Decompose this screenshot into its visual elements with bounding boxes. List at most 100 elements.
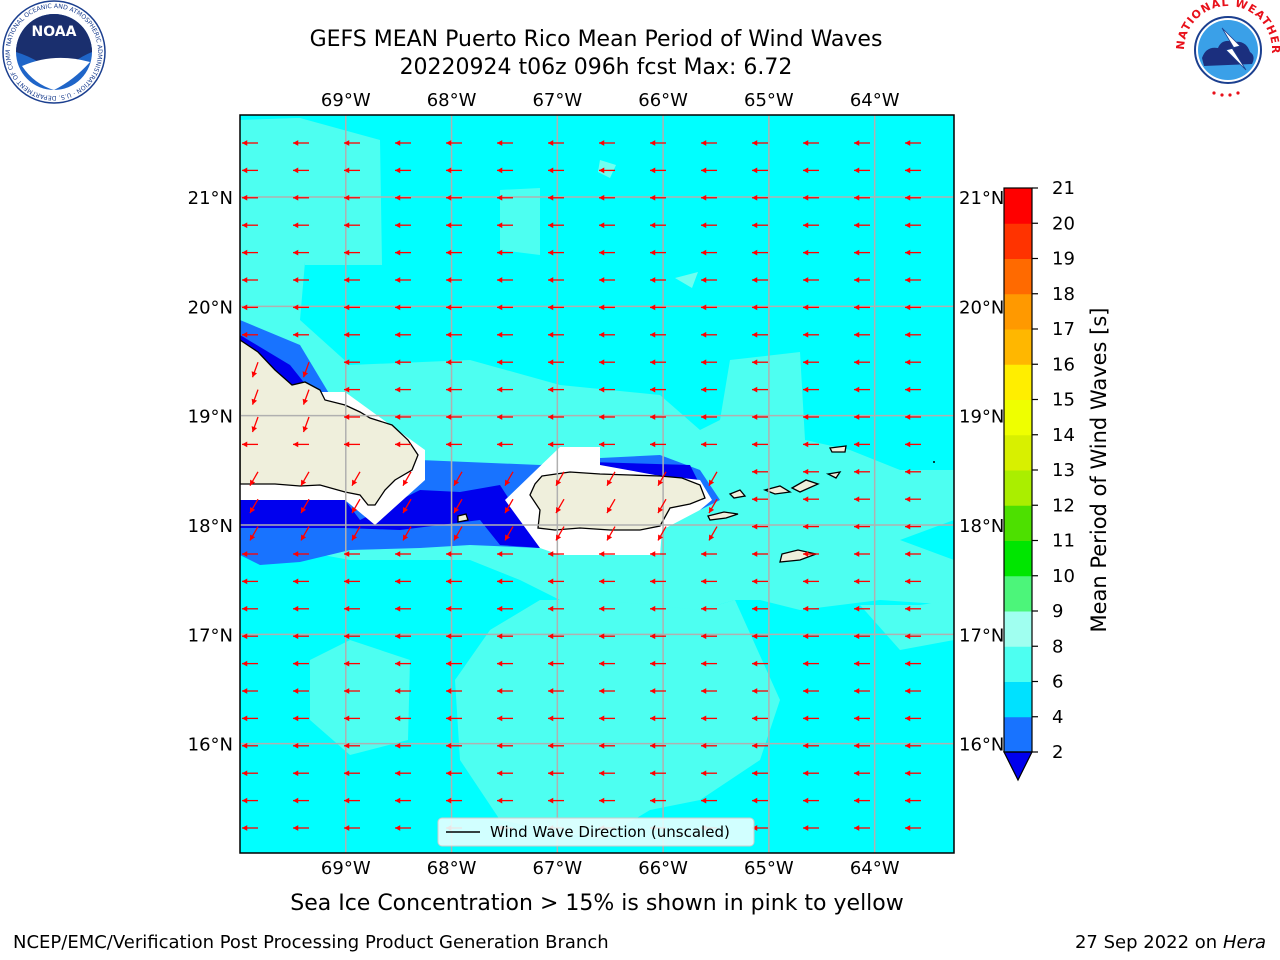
wind-wave-arrow [395, 386, 411, 393]
wind-wave-arrow [293, 167, 309, 174]
wind-wave-arrow [701, 222, 717, 229]
colorbar-tick-label: 17 [1052, 319, 1075, 340]
wind-wave-arrow [752, 167, 768, 174]
wind-wave-arrow [599, 140, 615, 146]
wind-wave-arrow [293, 605, 309, 612]
wind-wave-arrow [242, 825, 258, 831]
wind-wave-arrow [344, 660, 360, 667]
wind-wave-arrow [548, 660, 564, 667]
wind-wave-arrow [497, 194, 513, 201]
wind-wave-arrow [905, 770, 921, 777]
wind-wave-arrow [293, 825, 309, 831]
wind-wave-arrow [854, 688, 870, 694]
wind-wave-arrow [344, 331, 360, 338]
wind-wave-arrow [497, 688, 513, 694]
wind-wave-arrow [701, 441, 717, 448]
wind-wave-arrow [599, 578, 615, 585]
lat-label-right: 19°N [959, 407, 1004, 428]
wind-wave-arrow [803, 660, 819, 667]
wind-wave-arrow [599, 222, 615, 229]
wind-wave-arrow [344, 578, 360, 585]
wind-wave-arrow [497, 551, 513, 557]
wind-wave-arrow [395, 551, 411, 557]
wind-wave-arrow [293, 688, 309, 694]
colorbar-tick-label: 4 [1052, 707, 1063, 728]
wind-wave-arrow [701, 304, 717, 311]
wind-wave-arrow [446, 715, 462, 722]
wind-wave-arrow [803, 633, 819, 640]
colorbar-tick-label: 10 [1052, 566, 1075, 587]
wind-wave-arrow [854, 414, 870, 420]
legend-label: Wind Wave Direction (unscaled) [490, 823, 730, 841]
wind-wave-arrow [395, 715, 411, 722]
wind-wave-arrow [446, 441, 462, 448]
wind-wave-arrow [395, 359, 411, 366]
mona-island [457, 513, 469, 523]
wind-wave-arrow [497, 797, 513, 804]
wind-wave-arrow [242, 742, 258, 749]
wind-wave-arrow [905, 523, 921, 530]
culebra [728, 489, 747, 499]
wind-wave-arrow [803, 359, 819, 366]
lat-label-left: 19°N [188, 407, 233, 428]
wind-wave-arrow [446, 770, 462, 777]
wind-wave-arrow [803, 551, 819, 557]
land [240, 339, 847, 563]
colorbar-segment [1004, 505, 1032, 541]
tortola [790, 479, 820, 493]
wind-wave-arrow [300, 526, 310, 541]
islet [933, 461, 935, 463]
wind-wave-arrow [701, 386, 717, 393]
wind-wave-arrow [555, 471, 565, 486]
wind-wave-arrow [701, 715, 717, 722]
lat-label-right: 18°N [959, 516, 1004, 537]
lon-label-bottom: 66°W [638, 858, 688, 879]
wind-wave-arrow [548, 633, 564, 640]
wind-wave-arrow [752, 688, 768, 694]
wind-wave-arrow [803, 496, 819, 503]
wind-wave-arrow [344, 386, 360, 393]
wind-wave-arrow [302, 389, 310, 405]
wind-wave-arrow [650, 770, 666, 777]
wind-wave-arrow [344, 742, 360, 749]
wind-wave-arrow [395, 140, 411, 146]
wind-wave-arrow [905, 140, 921, 146]
wind-wave-arrow [752, 249, 768, 256]
sombrero [829, 445, 847, 453]
wind-wave-arrow [351, 498, 361, 514]
wind-wave-arrow [497, 715, 513, 722]
wind-wave-arrow [803, 715, 819, 722]
wind-wave-arrow [599, 660, 615, 667]
wind-wave-arrow [650, 688, 666, 694]
wind-wave-arrow [599, 194, 615, 201]
wind-wave-arrow [249, 526, 259, 541]
colorbar-tick-label: 9 [1052, 601, 1063, 622]
wind-wave-arrow [701, 277, 717, 283]
wind-wave-arrow [446, 414, 462, 420]
wind-wave-arrow [446, 688, 462, 694]
wind-wave-arrow [293, 222, 309, 229]
wind-wave-arrow [548, 277, 564, 283]
wind-wave-arrow [344, 605, 360, 612]
wind-wave-arrow [344, 222, 360, 229]
wind-wave-arrow [395, 441, 411, 448]
wind-wave-arrow [854, 277, 870, 283]
wind-wave-arrow [548, 742, 564, 749]
wind-wave-arrow [242, 797, 258, 804]
wind-wave-arrow [293, 633, 309, 640]
wind-wave-arrow [599, 249, 615, 256]
wind-wave-arrow [453, 471, 463, 486]
wind-wave-arrow [402, 498, 412, 514]
wind-wave-arrow [395, 770, 411, 777]
colorbar-tick-label: 6 [1052, 672, 1063, 693]
wind-wave-arrow [548, 551, 564, 557]
st-thomas [762, 485, 792, 495]
wind-wave-arrow [242, 715, 258, 722]
colorbar-under-triangle [1003, 751, 1033, 782]
lon-label-bottom: 64°W [850, 858, 900, 879]
wind-wave-arrow [548, 249, 564, 256]
wind-wave-arrow [905, 468, 921, 475]
wind-wave-arrow [650, 414, 666, 420]
